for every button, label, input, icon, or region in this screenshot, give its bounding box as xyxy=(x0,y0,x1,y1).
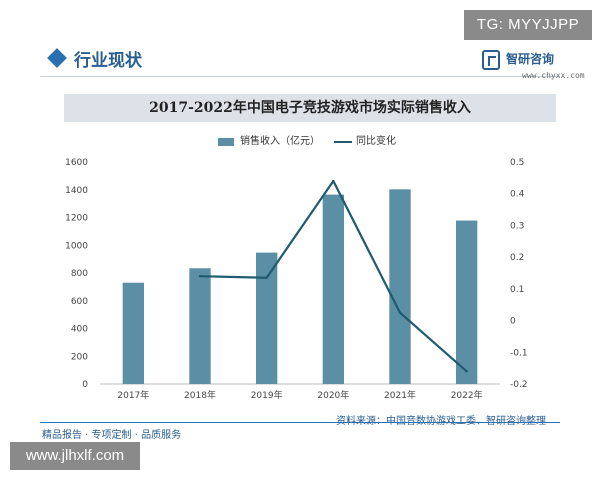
chart-title: 2017-2022年中国电子竞技游戏市场实际销售收入 xyxy=(64,94,556,122)
line-point xyxy=(398,311,402,314)
y-right-tick-label: 0.5 xyxy=(510,158,524,168)
x-tick-label: 2018年 xyxy=(184,389,216,401)
legend-swatch-bar xyxy=(218,138,234,146)
y-right-tick-label: 0.1 xyxy=(510,285,524,295)
source-note: 资料来源：中国音数协游戏工委、智研咨询整理 xyxy=(336,412,546,427)
url-badge: www.jlhxlf.com xyxy=(10,442,140,470)
y-right-tick-label: 0.3 xyxy=(510,221,524,231)
bar xyxy=(256,252,278,384)
legend-label-bar: 销售收入（亿元） xyxy=(240,136,320,147)
bar xyxy=(456,220,478,384)
logo-url: www.chyxx.com xyxy=(522,71,585,80)
y-left-tick-label: 1200 xyxy=(65,214,88,224)
bar xyxy=(389,189,411,384)
line-point xyxy=(332,179,335,183)
x-tick-label: 2019年 xyxy=(251,389,283,401)
y-right-tick-label: 0.2 xyxy=(510,253,524,263)
line-point xyxy=(198,274,202,278)
y-left-tick-label: 200 xyxy=(71,352,88,362)
line-point xyxy=(465,370,468,373)
brand-logo: 智研咨询 www.chyxx.com xyxy=(482,48,600,88)
bar xyxy=(122,282,144,384)
y-left-tick-label: 1000 xyxy=(65,241,88,251)
legend-swatch-line xyxy=(334,141,352,143)
line-point xyxy=(265,276,268,279)
y-left-tick-label: 1400 xyxy=(65,186,88,196)
bar xyxy=(322,194,344,384)
x-tick-label: 2017年 xyxy=(117,389,149,401)
logo-icon xyxy=(482,50,500,70)
y-left-tick-label: 600 xyxy=(71,297,88,307)
chart-legend: 销售收入（亿元） 同比变化 xyxy=(0,134,600,150)
bar xyxy=(189,268,211,384)
x-tick-label: 2021年 xyxy=(384,389,416,401)
header-divider xyxy=(40,76,560,77)
y-left-tick-label: 1600 xyxy=(65,158,88,168)
y-left-tick-label: 0 xyxy=(82,380,88,390)
x-tick-label: 2020年 xyxy=(317,389,349,401)
y-right-tick-label: -0.2 xyxy=(510,380,528,390)
section-title: 行业现状 xyxy=(74,51,142,71)
x-tick-label: 2022年 xyxy=(451,389,483,401)
y-right-tick-label: 0 xyxy=(510,317,516,327)
logo-name: 智研咨询 xyxy=(506,52,555,66)
y-right-tick-label: 0.4 xyxy=(510,190,525,200)
y-left-tick-label: 800 xyxy=(71,269,88,279)
y-left-tick-label: 400 xyxy=(71,325,88,335)
y-right-tick-label: -0.1 xyxy=(510,348,528,358)
legend-label-line: 同比变化 xyxy=(356,136,396,147)
footer-divider xyxy=(40,422,560,423)
tg-badge: TG: MYYJJPP xyxy=(464,10,592,40)
section-header: 行业现状 智研咨询 www.chyxx.com xyxy=(40,42,585,82)
footer-tagline: 精品报告 · 专项定制 · 品质服务 xyxy=(42,430,182,441)
